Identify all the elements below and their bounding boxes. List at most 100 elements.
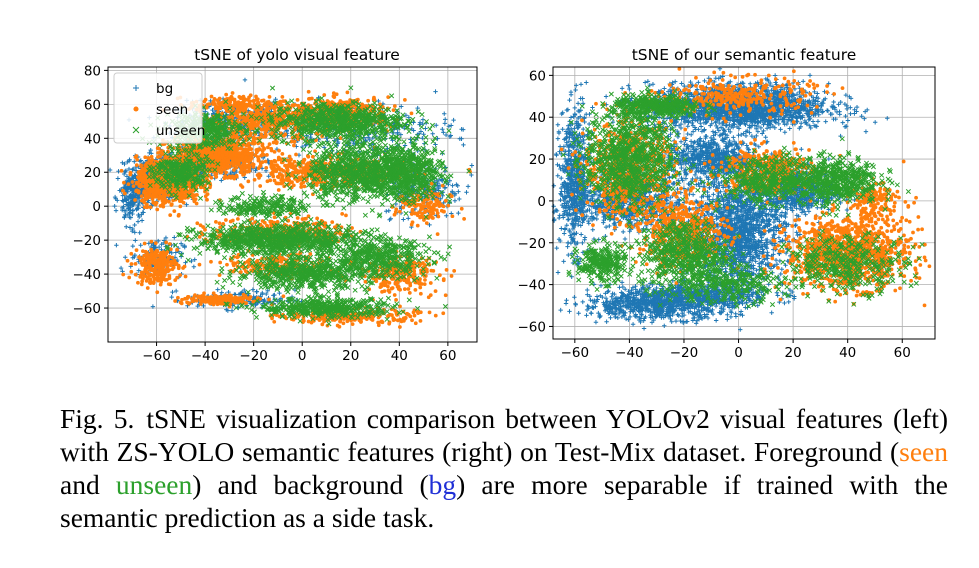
chart-left-yolo-visual: tSNE of yolo visual feature −60 −40 −20 0 20…	[73, 46, 478, 364]
scatter-point	[122, 181, 126, 185]
scatter-point	[464, 190, 468, 194]
scatter-point	[154, 192, 158, 196]
scatter-point	[393, 104, 397, 108]
scatter-point	[216, 287, 220, 291]
scatter-point	[235, 159, 239, 163]
scatter-point	[335, 92, 339, 96]
scatter-point	[235, 174, 239, 178]
scatter-point	[332, 95, 336, 99]
scatter-point	[177, 214, 181, 218]
scatter-point	[285, 164, 289, 168]
scatter-point	[244, 147, 248, 151]
scatter-point	[223, 167, 227, 171]
scatter-point	[254, 123, 258, 127]
scatter-point	[457, 197, 461, 201]
chart-title: tSNE of yolo visual feature	[194, 46, 400, 64]
scatter-point	[195, 202, 199, 206]
scatter-point	[137, 230, 141, 234]
scatter-point	[294, 153, 298, 157]
scatter-point	[280, 95, 284, 99]
scatter-point	[450, 183, 454, 187]
scatter-point	[170, 295, 174, 299]
scatter-point	[232, 177, 236, 181]
scatter-point	[470, 163, 474, 167]
scatter-point	[204, 194, 208, 198]
scatter-point	[255, 289, 259, 293]
scatter-point	[252, 142, 256, 146]
scatter-point	[238, 116, 242, 120]
scatter-point	[273, 150, 277, 154]
scatter-point	[220, 150, 224, 154]
scatter-point	[124, 225, 128, 229]
scatter-point	[250, 151, 254, 155]
scatter-point	[224, 170, 228, 174]
scatter-point	[456, 211, 460, 215]
scatter-point	[142, 191, 146, 195]
scatter-point	[157, 245, 161, 249]
scatter-point	[235, 114, 239, 118]
scatter-point	[112, 204, 116, 208]
scatter-point	[170, 202, 174, 206]
scatter-point	[135, 158, 139, 162]
scatter-point	[423, 126, 427, 130]
scatter-point	[146, 195, 150, 199]
scatter-point	[292, 144, 296, 148]
scatter-point	[263, 134, 267, 138]
scatter-point	[299, 185, 303, 189]
scatter-point	[221, 154, 225, 158]
scatter-point	[120, 169, 124, 173]
scatter-point	[133, 238, 137, 242]
scatter-point	[148, 190, 152, 194]
scatter-point	[247, 159, 251, 163]
scatter-point	[161, 203, 165, 207]
scatter-point	[311, 155, 315, 159]
scatter-point	[433, 89, 437, 93]
scatter-point	[135, 163, 139, 167]
scatter-point	[147, 156, 151, 160]
scatter-point	[150, 155, 154, 159]
scatter-point	[114, 208, 118, 212]
scatter-point	[114, 243, 118, 247]
scatter-point	[403, 98, 407, 102]
scatter-point	[249, 125, 253, 129]
scatter-point	[410, 112, 414, 116]
scatter-point	[296, 98, 300, 102]
scatter-point	[461, 143, 465, 147]
scatter-point	[346, 91, 350, 95]
scatter-point	[220, 290, 224, 294]
scatter-point	[116, 176, 120, 180]
scatter-point	[168, 213, 172, 217]
scatter-point	[387, 209, 391, 213]
scatter-point	[226, 159, 230, 163]
scatter-point	[143, 155, 147, 159]
scatter-point	[443, 121, 447, 125]
scatter-point	[261, 152, 265, 156]
scatter-point	[453, 199, 457, 203]
scatter-point	[230, 309, 234, 313]
scatter-point	[142, 172, 146, 176]
scatter-point	[131, 180, 135, 184]
scatter-point	[143, 205, 147, 209]
figure: tSNE of yolo visual feature −60 −40 −20 0 20…	[0, 0, 979, 380]
scatter-point	[243, 78, 247, 82]
scatter-point	[131, 244, 135, 248]
scatter-point	[449, 123, 453, 127]
scatter-point	[180, 197, 184, 201]
scatter-point	[372, 97, 376, 101]
scatter-point	[135, 154, 139, 158]
scatter-point	[231, 91, 235, 95]
scatter-point	[178, 205, 182, 209]
scatter-point	[155, 208, 159, 212]
scatter-point	[192, 265, 196, 269]
scatter-point	[386, 95, 390, 99]
scatter-point	[143, 185, 147, 189]
scatter-point	[140, 199, 144, 203]
scatter-point	[138, 243, 142, 247]
scatter-point	[442, 112, 446, 116]
scatter-point	[292, 183, 296, 187]
scatter-point	[258, 184, 262, 188]
scatter-point	[123, 192, 127, 196]
scatter-point	[277, 291, 281, 295]
scatter-point	[172, 235, 176, 239]
scatter-point	[253, 137, 257, 141]
